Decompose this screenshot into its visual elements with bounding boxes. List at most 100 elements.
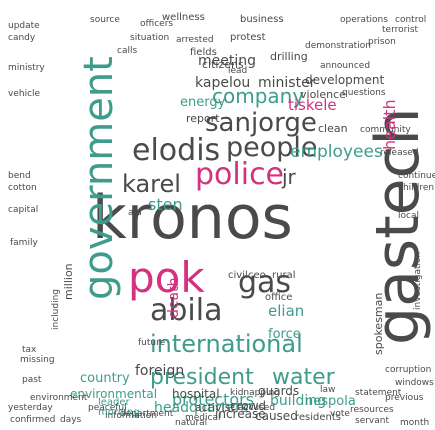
word: vote: [330, 409, 350, 419]
word: servant: [355, 416, 389, 425]
word: gas: [238, 265, 291, 300]
word: month: [400, 418, 429, 425]
word: children: [398, 183, 434, 193]
word: update: [8, 21, 40, 31]
word: police: [195, 157, 284, 192]
word: calls: [117, 46, 137, 56]
word: protectors: [172, 390, 254, 409]
word: building: [270, 393, 326, 409]
word: violence: [300, 88, 346, 101]
word: environmental: [70, 387, 157, 401]
word: operations: [340, 15, 388, 25]
word: international: [150, 330, 303, 358]
word: fields: [190, 47, 217, 58]
word: development: [305, 73, 384, 87]
word: family: [10, 238, 38, 248]
word: water: [272, 365, 336, 390]
word: minister: [258, 75, 316, 91]
word: capital: [8, 205, 38, 215]
word: statement: [355, 388, 402, 398]
word: bend: [8, 171, 31, 181]
word: wellness: [162, 12, 205, 23]
word: caused: [255, 409, 298, 423]
word: death: [166, 278, 182, 318]
word: cotton: [8, 183, 37, 193]
word: kapelou: [195, 75, 250, 91]
word: resources: [350, 405, 394, 415]
word: corruption: [385, 365, 431, 375]
word: company: [212, 84, 304, 108]
word: community: [360, 125, 411, 135]
word: report: [186, 112, 220, 125]
word: million: [62, 263, 75, 300]
word: vehicle: [8, 89, 41, 99]
word: tiskele: [288, 96, 337, 114]
word: prison: [368, 37, 396, 47]
word: headquarters: [154, 400, 248, 416]
word: karel: [122, 170, 181, 198]
word: source: [90, 15, 120, 25]
word: energy: [180, 95, 226, 110]
word: windows: [395, 378, 434, 388]
word: days: [60, 415, 82, 425]
word: clean: [318, 122, 348, 135]
word: arrested: [176, 35, 214, 45]
word: health: [380, 99, 399, 150]
word: ministry: [8, 63, 45, 73]
word: terrorist: [382, 25, 419, 35]
word: past: [22, 375, 42, 385]
word: activist: [195, 401, 235, 414]
word: kronos: [92, 183, 293, 253]
word: elian: [268, 302, 304, 320]
word: crowd: [230, 399, 266, 413]
word: employees: [290, 142, 383, 162]
word: abila: [150, 293, 222, 328]
word: accused: [238, 403, 275, 413]
word: meeting: [198, 53, 256, 69]
word: missing: [20, 355, 55, 365]
word: kidnapping: [230, 388, 280, 398]
word: lead: [228, 66, 247, 76]
word: peaceful: [88, 403, 127, 413]
word: control: [395, 15, 426, 25]
word: force: [268, 327, 301, 342]
word: citizens: [202, 58, 244, 71]
word: morning: [98, 407, 140, 418]
word: announced: [320, 61, 370, 71]
word: natural: [175, 418, 207, 425]
word: tax: [22, 345, 37, 355]
word: including: [51, 289, 61, 330]
word: country: [80, 371, 130, 386]
word: questions: [342, 88, 386, 98]
word: gastech: [363, 107, 433, 345]
word: civil: [228, 270, 248, 281]
word: law: [320, 385, 335, 395]
word: environment: [30, 393, 88, 403]
word: business: [240, 14, 284, 25]
word: government: [76, 56, 122, 300]
word: spokesman: [372, 293, 385, 355]
word: elodis: [132, 133, 220, 168]
word: ceo: [248, 270, 266, 281]
word: protest: [230, 32, 266, 43]
word: leader: [98, 397, 131, 408]
word: candy: [8, 33, 36, 43]
word: drilling: [270, 50, 308, 63]
word: information: [105, 411, 157, 421]
word: rural: [272, 270, 295, 281]
word: yesterday: [8, 403, 53, 413]
word: sten: [148, 195, 183, 214]
word: continue: [398, 171, 435, 181]
word: previous: [385, 393, 424, 403]
word: increase: [215, 407, 266, 421]
word: future: [138, 338, 166, 348]
word: demonstration: [305, 41, 371, 51]
word: investigation: [413, 252, 423, 310]
word: released: [380, 148, 419, 158]
word: foreign: [135, 363, 184, 379]
word: confirmed: [10, 415, 55, 425]
word: aid: [128, 208, 142, 218]
word: situation: [130, 33, 169, 43]
word: jr: [281, 165, 297, 189]
